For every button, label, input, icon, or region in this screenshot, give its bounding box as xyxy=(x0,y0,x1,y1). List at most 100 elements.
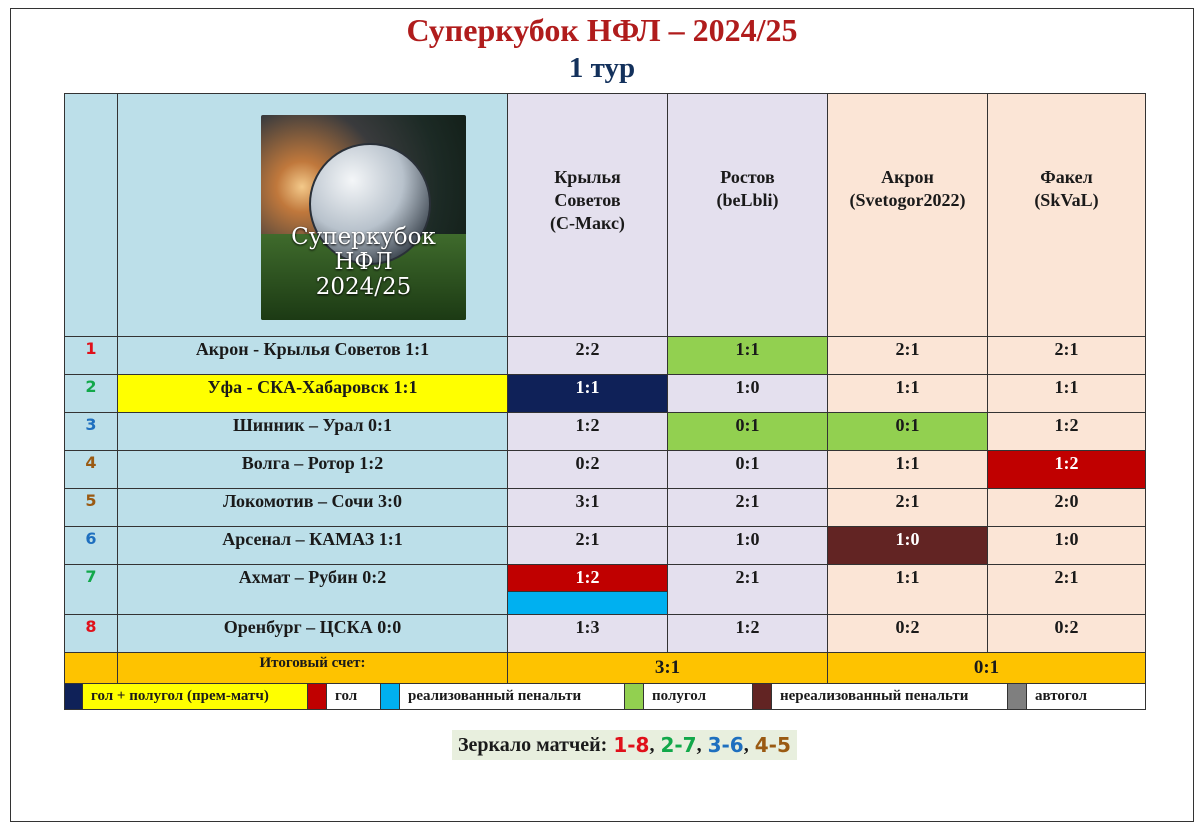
legend-label-penalty-missed: нереализованный пенальти xyxy=(771,683,1008,710)
prediction-cell: 1:1 xyxy=(827,374,988,413)
prediction-score: 2:1 xyxy=(895,491,920,511)
prediction-cell: 2:1 xyxy=(667,488,828,527)
mirror-pair-4-5: 4-5 xyxy=(754,733,791,757)
legend-label-goal-halfgoal: гол + полугол (прем-матч) xyxy=(82,683,308,710)
row-number: 4 xyxy=(64,450,118,489)
prediction-score: 1:1 xyxy=(1054,377,1079,397)
prediction-score: 1:2 xyxy=(575,415,600,435)
penalty-scored-marker xyxy=(508,591,667,614)
match-label: Уфа - СКА-Хабаровск 1:1 xyxy=(117,374,508,413)
total-corner xyxy=(64,652,118,684)
row-number: 6 xyxy=(64,526,118,565)
prediction-cell: 1:0 xyxy=(987,526,1146,565)
prediction-score: 1:2 xyxy=(735,617,760,637)
prediction-cell: 1:3 xyxy=(507,614,668,653)
row-number: 8 xyxy=(64,614,118,653)
header-logo-cell: Суперкубок НФЛ 2024/25 xyxy=(117,93,508,337)
prediction-score: 0:1 xyxy=(828,413,987,450)
prediction-score: 1:0 xyxy=(828,527,987,564)
prediction-cell: 0:1 xyxy=(667,450,828,489)
prediction-cell: 1:1 xyxy=(827,564,988,615)
column-header-akron: Акрон (Svetogor2022) xyxy=(827,93,988,337)
prediction-score: 1:1 xyxy=(508,375,667,412)
prediction-score: 2:1 xyxy=(575,529,600,549)
legend-label-goal: гол xyxy=(326,683,381,710)
prediction-score: 1:1 xyxy=(895,453,920,473)
prediction-score: 1:0 xyxy=(735,377,760,397)
football-icon xyxy=(309,143,431,265)
prediction-score: 1:3 xyxy=(575,617,600,637)
prediction-score: 1:0 xyxy=(735,529,760,549)
total-score-team2: 0:1 xyxy=(827,652,1146,684)
mirror-label: Зеркало матчей: xyxy=(458,733,608,756)
prediction-cell: 2:1 xyxy=(827,488,988,527)
logo-text-line1: Суперкубок xyxy=(291,224,436,250)
prediction-cell: 1:1 xyxy=(507,374,668,413)
prediction-score: 2:1 xyxy=(895,339,920,359)
legend-swatch-goal-halfgoal xyxy=(64,683,83,710)
prediction-score: 1:2 xyxy=(988,451,1145,488)
prediction-score: 2:1 xyxy=(1054,567,1079,587)
legend-label-halfgoal: полугол xyxy=(643,683,753,710)
prediction-cell: 0:2 xyxy=(827,614,988,653)
page-frame xyxy=(10,8,1194,822)
prediction-score: 1:1 xyxy=(668,337,827,374)
total-label: Итоговый счет: xyxy=(117,652,508,684)
prediction-cell: 2:1 xyxy=(987,564,1146,615)
match-label: Шинник – Урал 0:1 xyxy=(117,412,508,451)
legend-swatch-halfgoal xyxy=(624,683,644,710)
prediction-score: 0:1 xyxy=(735,453,760,473)
column-header-krylya: Крылья Советов (С-Макс) xyxy=(507,93,668,337)
prediction-cell: 2:0 xyxy=(987,488,1146,527)
prediction-cell: 0:2 xyxy=(987,614,1146,653)
logo-text-line3: 2024/25 xyxy=(315,274,412,300)
prediction-score: 2:1 xyxy=(1054,339,1079,359)
prediction-cell: 2:1 xyxy=(667,564,828,615)
round-title: 1 тур xyxy=(568,52,636,84)
mirror-pair-2-7: 2-7 xyxy=(660,733,697,757)
prediction-cell: 2:2 xyxy=(507,336,668,375)
mirror-pair-3-6: 3-6 xyxy=(707,733,744,757)
prediction-score: 1:2 xyxy=(508,565,667,591)
prediction-score: 0:1 xyxy=(668,413,827,450)
match-label: Арсенал – КАМАЗ 1:1 xyxy=(117,526,508,565)
supercup-logo: Суперкубок НФЛ 2024/25 xyxy=(261,115,466,320)
row-number: 5 xyxy=(64,488,118,527)
prediction-score: 2:2 xyxy=(575,339,600,359)
prediction-cell: 1:2 xyxy=(987,450,1146,489)
prediction-score: 1:1 xyxy=(895,567,920,587)
match-label: Акрон - Крылья Советов 1:1 xyxy=(117,336,508,375)
legend-swatch-penalty-missed xyxy=(752,683,772,710)
prediction-cell: 1:0 xyxy=(667,526,828,565)
mirror-pair-1-8: 1-8 xyxy=(613,733,650,757)
prediction-score: 2:1 xyxy=(735,491,760,511)
prediction-score: 1:2 xyxy=(1054,415,1079,435)
prediction-cell: 1:0 xyxy=(827,526,988,565)
prediction-cell: 2:1 xyxy=(987,336,1146,375)
column-header-fakel: Факел (SkVaL) xyxy=(987,93,1146,337)
prediction-cell: 1:1 xyxy=(987,374,1146,413)
prediction-cell: 3:1 xyxy=(507,488,668,527)
mirror-comma: , xyxy=(743,733,749,756)
legend-label-own-goal: автогол xyxy=(1026,683,1146,710)
match-label: Локомотив – Сочи 3:0 xyxy=(117,488,508,527)
prediction-cell: 1:2 xyxy=(507,564,668,615)
match-label: Волга – Ротор 1:2 xyxy=(117,450,508,489)
prediction-cell: 2:1 xyxy=(507,526,668,565)
mirror-comma: , xyxy=(649,733,655,756)
prediction-cell: 1:1 xyxy=(827,450,988,489)
total-score-team1: 3:1 xyxy=(507,652,828,684)
prediction-cell: 1:0 xyxy=(667,374,828,413)
logo-text-line2: НФЛ xyxy=(334,249,393,275)
row-number: 1 xyxy=(64,336,118,375)
prediction-cell: 1:2 xyxy=(667,614,828,653)
mirror-comma: , xyxy=(696,733,702,756)
prediction-cell: 1:2 xyxy=(507,412,668,451)
match-label: Оренбург – ЦСКА 0:0 xyxy=(117,614,508,653)
row-number: 3 xyxy=(64,412,118,451)
prediction-cell: 0:1 xyxy=(667,412,828,451)
prediction-cell: 1:1 xyxy=(667,336,828,375)
results-table: Суперкубок НФЛ 2024/25 Крылья Советов (С… xyxy=(64,93,1146,710)
prediction-cell: 1:2 xyxy=(987,412,1146,451)
mirror-matches: Зеркало матчей: 1-8, 2-7, 3-6, 4-5 xyxy=(452,730,797,760)
